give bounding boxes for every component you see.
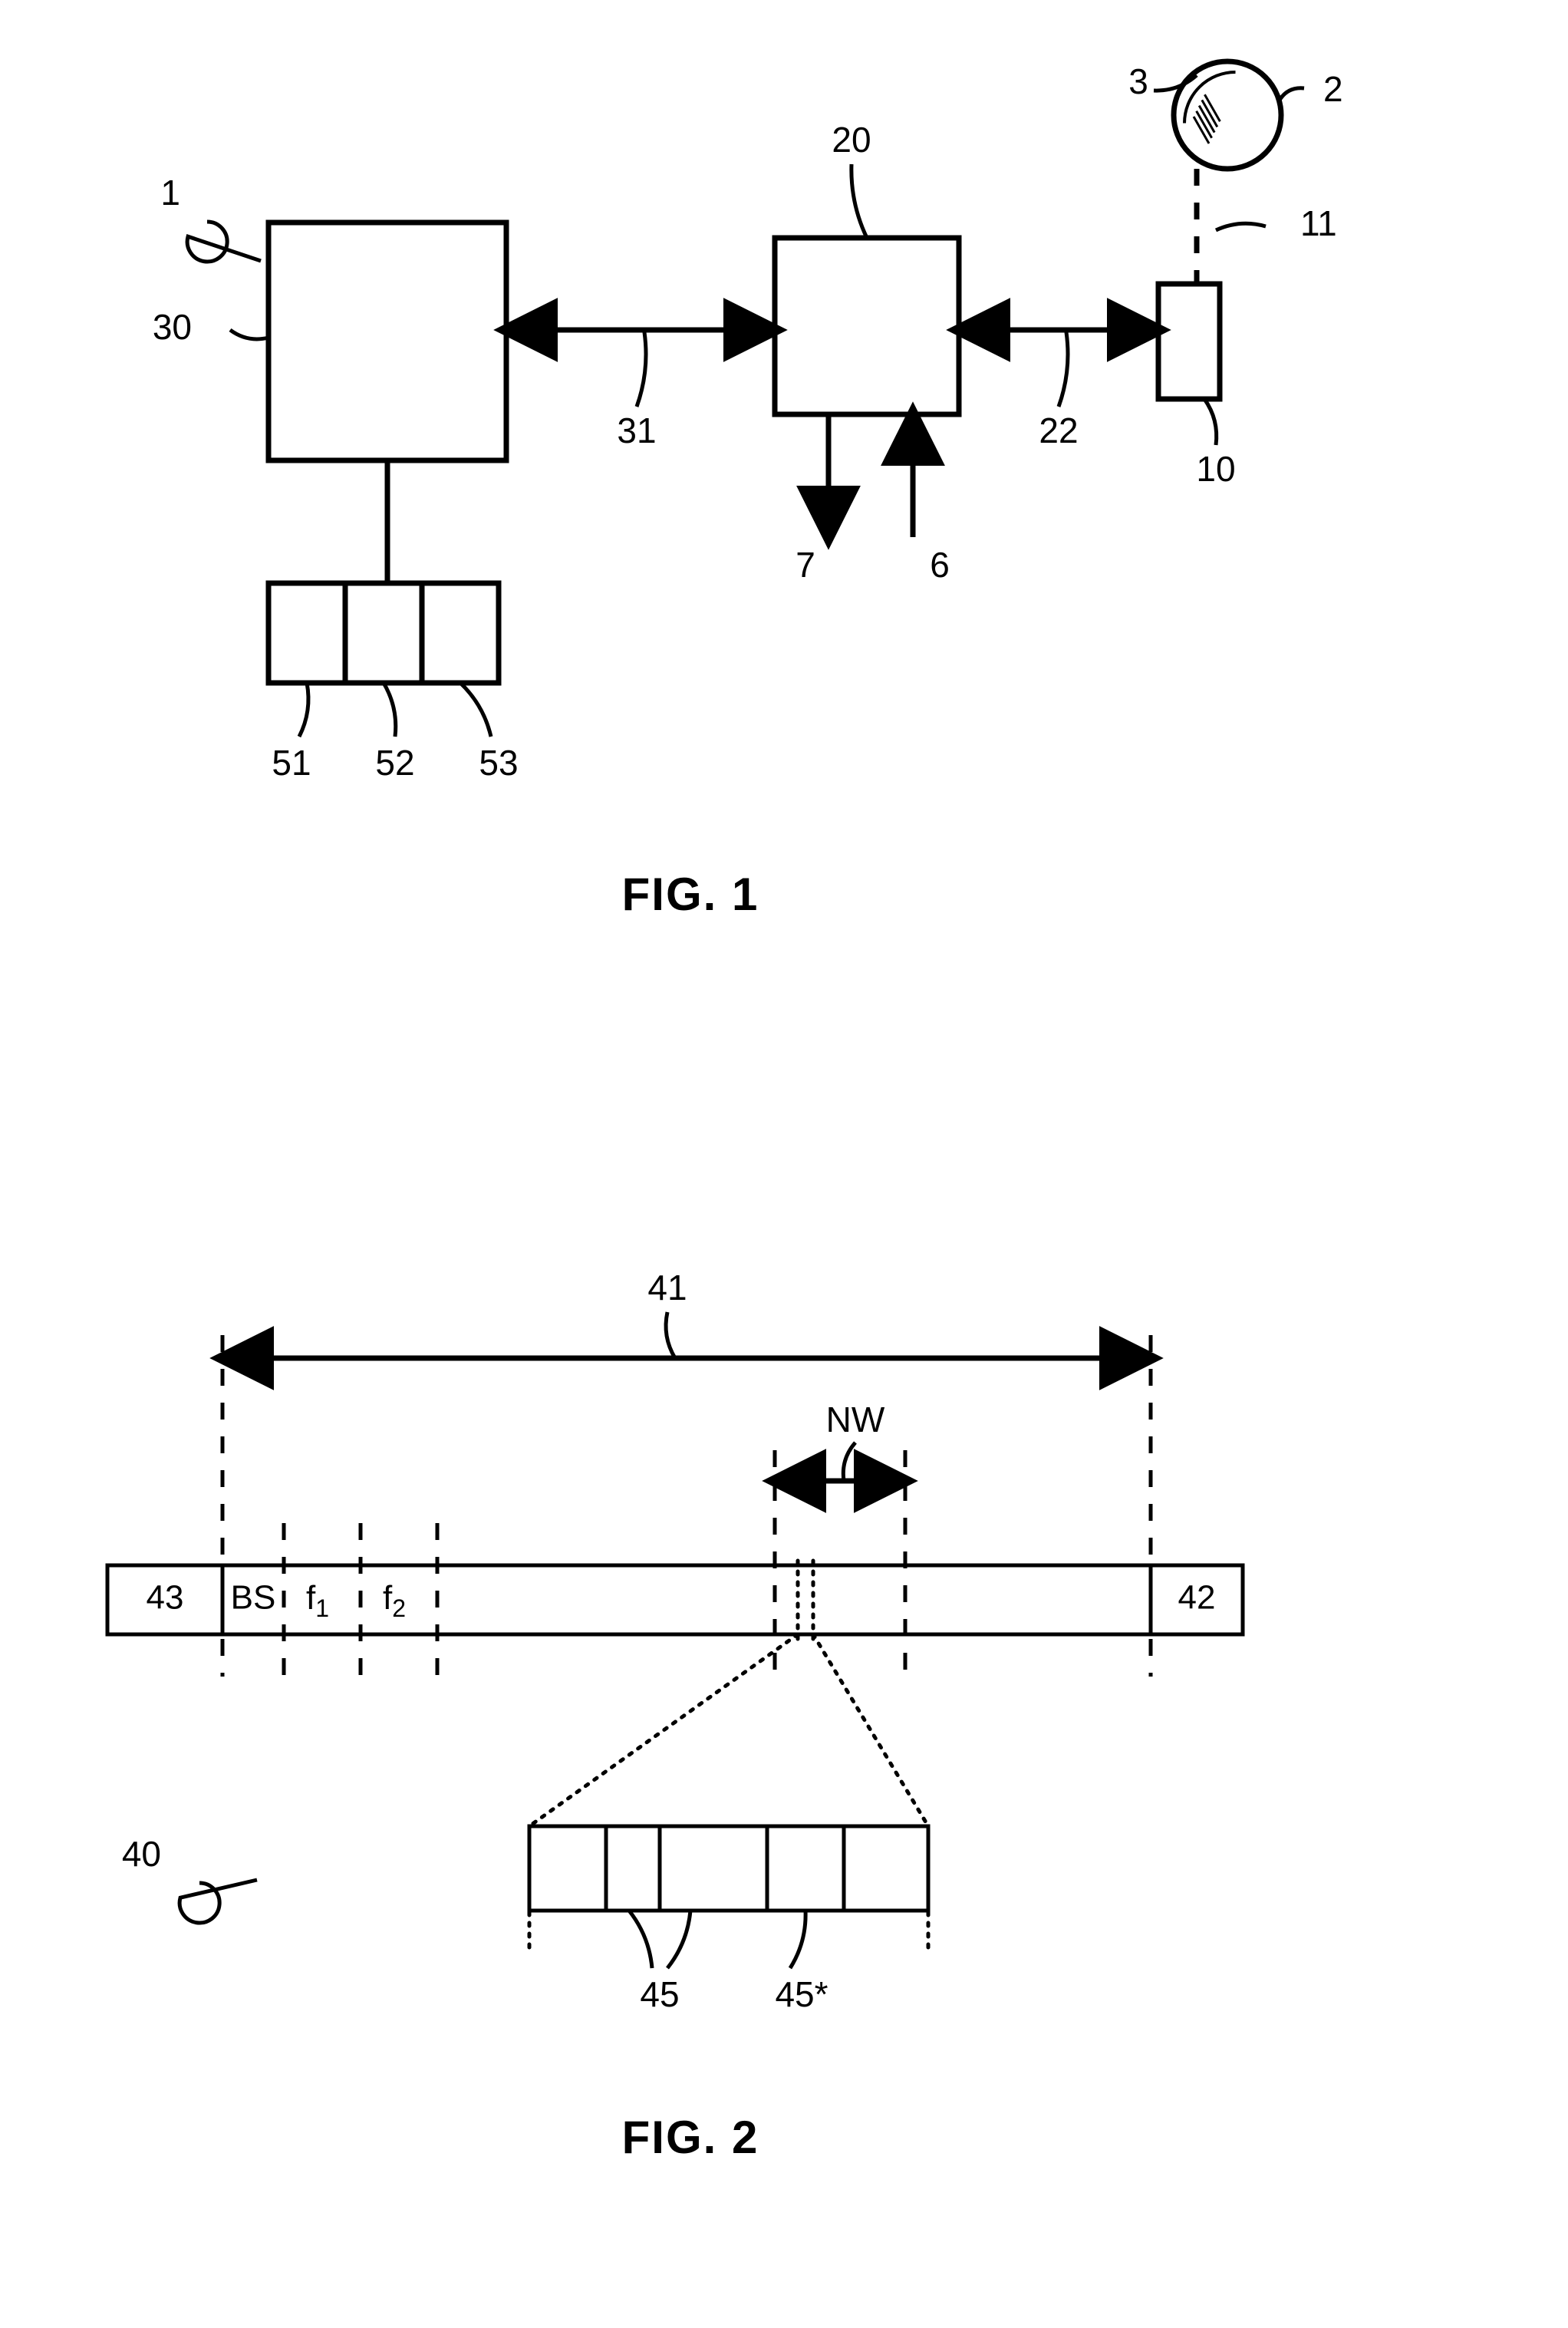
svg-text:6: 6 bbox=[930, 545, 950, 585]
svg-text:FIG. 2: FIG. 2 bbox=[622, 2112, 759, 2163]
figure-2: 41 NW 43 42 BS f1 f2 45 45* 40 FIG. 2 bbox=[107, 1268, 1243, 2163]
svg-text:20: 20 bbox=[832, 120, 871, 160]
svg-text:31: 31 bbox=[617, 411, 656, 450]
svg-text:BS: BS bbox=[231, 1579, 276, 1617]
triple-box bbox=[268, 583, 499, 683]
svg-text:43: 43 bbox=[147, 1579, 184, 1617]
storage-bar bbox=[107, 1565, 1243, 1634]
svg-text:11: 11 bbox=[1300, 203, 1337, 243]
svg-text:42: 42 bbox=[1178, 1579, 1216, 1617]
zoom-box bbox=[529, 1826, 928, 1911]
svg-text:45*: 45* bbox=[775, 1974, 828, 2014]
svg-text:3: 3 bbox=[1128, 61, 1148, 101]
svg-text:22: 22 bbox=[1039, 411, 1078, 450]
svg-text:1: 1 bbox=[160, 173, 180, 213]
svg-text:41: 41 bbox=[647, 1268, 687, 1307]
svg-text:10: 10 bbox=[1196, 449, 1235, 489]
svg-text:51: 51 bbox=[272, 743, 311, 783]
svg-text:NW: NW bbox=[826, 1400, 885, 1439]
svg-text:30: 30 bbox=[153, 307, 192, 347]
svg-text:2: 2 bbox=[1323, 69, 1343, 109]
svg-text:f2: f2 bbox=[383, 1579, 406, 1623]
svg-text:FIG. 1: FIG. 1 bbox=[622, 869, 759, 920]
block-10 bbox=[1158, 284, 1220, 399]
svg-text:53: 53 bbox=[479, 743, 518, 783]
svg-text:f1: f1 bbox=[306, 1579, 329, 1623]
block-30 bbox=[268, 223, 506, 460]
circle-2 bbox=[1174, 61, 1281, 169]
svg-text:52: 52 bbox=[375, 743, 414, 783]
svg-text:45: 45 bbox=[640, 1974, 679, 2014]
svg-text:40: 40 bbox=[122, 1834, 161, 1874]
diagram-canvas: 1 3 2 20 30 31 22 11 10 7 6 51 52 53 FIG. 1 41 NW 43 42 BS… bbox=[0, 0, 1568, 2328]
svg-text:7: 7 bbox=[796, 545, 815, 585]
block-20 bbox=[775, 238, 959, 414]
figure-1: 1 3 2 20 30 31 22 11 10 7 6 51 52 53 FIG. 1 bbox=[153, 61, 1343, 920]
